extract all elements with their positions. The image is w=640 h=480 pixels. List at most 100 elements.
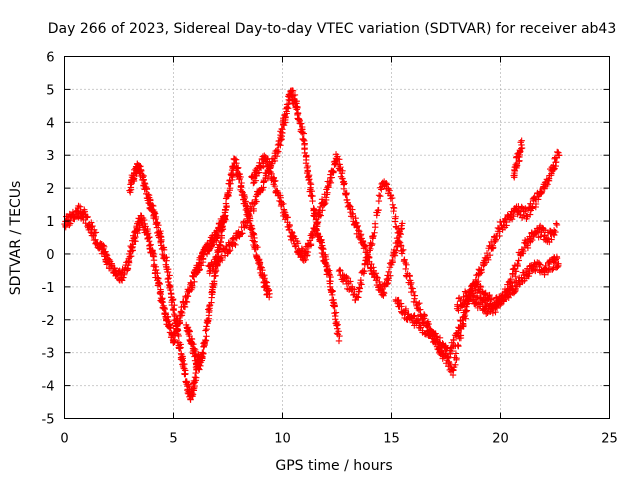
data-point	[331, 303, 338, 310]
data-point	[309, 197, 316, 205]
data-point	[448, 347, 455, 355]
x-tick-label: 0	[60, 432, 68, 447]
data-point	[106, 256, 113, 264]
data-point	[387, 272, 394, 279]
data-point	[355, 294, 362, 301]
data-point	[286, 222, 293, 230]
data-point	[452, 342, 459, 350]
data-point	[368, 242, 375, 249]
data-point	[534, 196, 542, 203]
data-point	[357, 231, 365, 238]
data-point	[512, 268, 520, 275]
data-point	[251, 238, 258, 245]
data-point	[132, 233, 139, 241]
x-tick-label: 10	[274, 432, 291, 447]
data-point	[486, 251, 494, 259]
data-point	[179, 309, 186, 317]
data-point	[80, 216, 87, 224]
data-point	[282, 114, 289, 121]
data-point	[373, 274, 381, 281]
data-point	[341, 180, 348, 187]
data-point	[100, 242, 107, 249]
data-point	[541, 185, 548, 192]
data-point	[452, 361, 459, 368]
data-point	[552, 256, 559, 263]
data-point	[554, 149, 562, 156]
data-point	[364, 260, 371, 268]
data-point	[203, 333, 210, 340]
data-point	[398, 250, 406, 257]
data-point	[124, 265, 131, 272]
data-point	[202, 336, 209, 344]
data-point	[199, 354, 206, 362]
data-point	[477, 283, 484, 291]
data-point	[154, 269, 161, 277]
data-point	[166, 272, 173, 279]
data-point	[445, 358, 453, 366]
data-point	[332, 160, 339, 167]
data-point	[232, 241, 239, 249]
data-point	[374, 274, 381, 282]
data-point	[205, 306, 212, 313]
data-point	[183, 298, 190, 305]
data-point	[241, 193, 248, 200]
data-point	[411, 312, 418, 319]
data-point	[245, 211, 253, 219]
data-point	[392, 213, 399, 220]
data-point	[377, 193, 384, 200]
data-point	[332, 309, 340, 316]
data-point	[181, 303, 188, 310]
data-point	[313, 223, 321, 230]
data-point	[510, 212, 517, 220]
data-point	[402, 265, 409, 273]
data-point	[410, 313, 417, 320]
data-point	[489, 242, 497, 249]
data-point	[185, 327, 193, 334]
data-point	[417, 306, 424, 313]
data-point	[171, 336, 178, 344]
data-point	[450, 366, 457, 374]
data-point	[159, 298, 166, 306]
data-point	[177, 344, 184, 351]
data-point	[304, 248, 312, 256]
data-point	[357, 277, 365, 284]
data-point	[271, 178, 278, 185]
data-point	[371, 229, 378, 236]
data-point	[298, 120, 305, 127]
data-point	[334, 321, 341, 328]
data-point	[322, 259, 329, 266]
data-point	[171, 312, 179, 319]
data-point	[330, 168, 337, 175]
data-point	[550, 166, 557, 173]
data-point	[361, 267, 368, 275]
data-point	[156, 280, 163, 288]
data-point	[553, 253, 561, 261]
data-point	[186, 328, 193, 335]
data-point	[238, 179, 245, 187]
data-point	[210, 263, 217, 271]
data-point	[158, 236, 165, 243]
data-point	[127, 184, 135, 191]
data-point	[481, 290, 488, 297]
data-point	[325, 184, 332, 191]
data-point	[189, 391, 197, 398]
data-point	[544, 235, 552, 242]
x-axis-label: GPS time / hours	[275, 458, 392, 474]
data-point	[225, 248, 233, 255]
data-point	[378, 186, 385, 193]
data-point	[264, 175, 272, 182]
data-point	[537, 233, 544, 240]
data-point	[304, 168, 312, 175]
data-point	[187, 396, 194, 403]
y-tick-label: -4	[42, 380, 55, 395]
data-point	[317, 212, 324, 219]
data-point	[371, 220, 379, 227]
y-tick-label: 4	[46, 116, 54, 131]
data-point	[277, 136, 285, 144]
data-point	[432, 333, 440, 340]
data-point	[552, 158, 560, 166]
data-point	[309, 232, 317, 240]
data-point	[307, 181, 315, 188]
data-point	[526, 270, 533, 277]
